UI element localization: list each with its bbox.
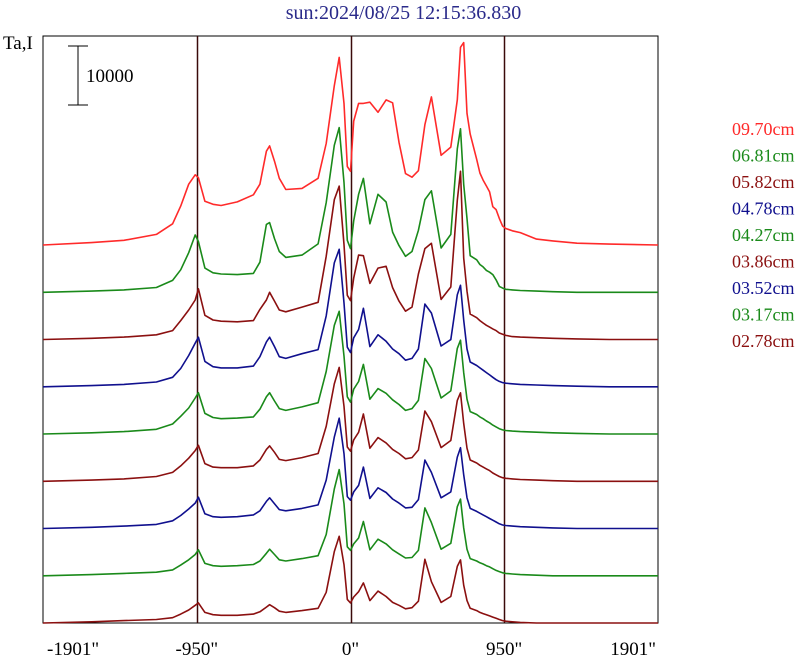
series-line-1 bbox=[42, 126, 658, 294]
x-tick-label-3: 950" bbox=[486, 639, 522, 660]
scale-bar: 10000 bbox=[68, 45, 134, 106]
series-line-2 bbox=[42, 170, 658, 341]
plot-frame bbox=[42, 35, 659, 624]
legend-entry-3: 04.78cm bbox=[732, 199, 795, 219]
legend-entry-7: 03.17cm bbox=[732, 305, 795, 325]
series-line-3 bbox=[42, 248, 658, 388]
y-axis-label: Ta,I bbox=[3, 33, 33, 54]
series-line-7 bbox=[42, 468, 658, 577]
vertical-reference-lines bbox=[196, 36, 506, 623]
legend-entry-8: 02.78cm bbox=[732, 331, 795, 351]
series-line-4 bbox=[42, 310, 658, 435]
legend-entry-0: 09.70cm bbox=[732, 119, 795, 139]
legend-entry-1: 06.81cm bbox=[732, 146, 795, 166]
x-tick-label-4: 1901" bbox=[610, 639, 656, 660]
series-line-6 bbox=[42, 417, 658, 530]
legend-entry-2: 05.82cm bbox=[732, 172, 795, 192]
x-tick-label-2: 0" bbox=[342, 639, 359, 660]
legend-entry-6: 03.52cm bbox=[732, 278, 795, 298]
x-tick-label-1: -950" bbox=[176, 639, 219, 660]
legend-entry-5: 03.86cm bbox=[732, 252, 795, 272]
series-layer bbox=[42, 41, 659, 624]
scale-bar-label: 10000 bbox=[86, 66, 134, 87]
series-line-8 bbox=[42, 535, 658, 624]
x-tick-label-0: -1901" bbox=[47, 639, 99, 660]
legend-entry-4: 04.27cm bbox=[732, 225, 795, 245]
series-line-5 bbox=[42, 366, 658, 483]
chart-title: sun:2024/08/25 12:15:36.830 bbox=[285, 2, 522, 24]
series-line-0 bbox=[42, 41, 659, 246]
x-tick-labels: -1901" -950" 0" 950" 1901" bbox=[47, 639, 656, 660]
legend: 09.70cm 06.81cm 05.82cm 04.78cm 04.27cm 03.86… bbox=[732, 119, 795, 351]
